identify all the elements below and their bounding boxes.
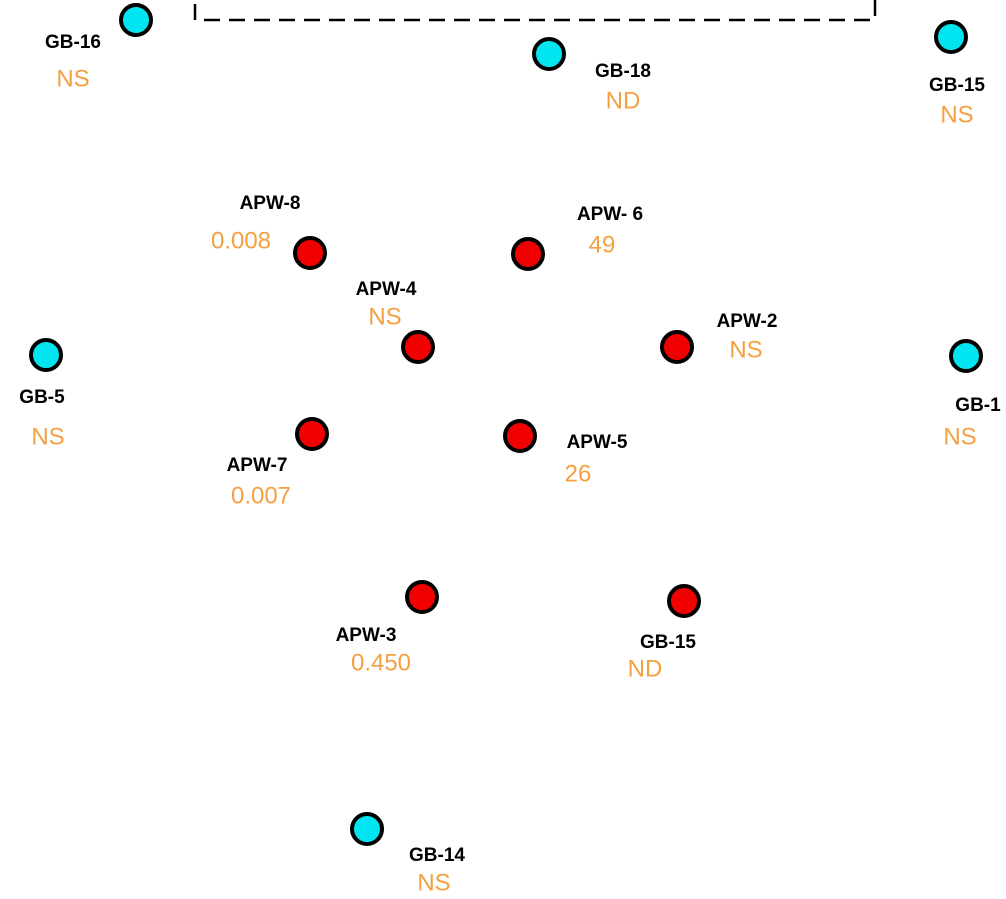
boundary-line [193,0,877,22]
well-value: NS [729,336,762,363]
well-label: APW-7 [227,455,288,476]
well-value: NS [943,423,976,450]
well-value: ND [606,87,641,114]
well-value: 0.007 [231,482,291,509]
well-label: APW-4 [356,279,417,300]
well-marker [934,20,968,54]
well-marker [532,37,566,71]
well-marker [293,236,327,270]
well-marker [401,330,435,364]
well-marker [350,812,384,846]
well-label: APW-5 [567,432,628,453]
well-value: 0.008 [211,227,271,254]
well-label: APW-2 [717,311,778,332]
well-marker [29,338,63,372]
well-marker [405,580,439,614]
well-label: GB-14 [409,845,465,866]
well-value: NS [31,423,64,450]
well-label: APW-3 [336,625,397,646]
well-label: GB-1 [955,395,1001,416]
well-value: 0.450 [351,649,411,676]
well-marker [511,237,545,271]
well-label: GB-18 [595,61,651,82]
well-label: APW- 6 [577,204,643,225]
well-label: GB-15 [640,632,696,653]
well-value: NS [368,303,401,330]
well-marker [503,419,537,453]
well-label: GB-16 [45,32,101,53]
well-marker [295,417,329,451]
well-value: 49 [589,231,616,258]
well-marker [660,330,694,364]
well-value: NS [417,869,450,896]
well-label: APW-8 [240,193,301,214]
well-value: 26 [565,460,592,487]
well-value: ND [628,655,663,682]
well-marker [949,339,983,373]
well-label: GB-15 [929,75,985,96]
well-value: NS [56,65,89,92]
well-marker [667,584,701,618]
well-marker [119,3,153,37]
well-label: GB-5 [19,387,65,408]
well-value: NS [940,101,973,128]
